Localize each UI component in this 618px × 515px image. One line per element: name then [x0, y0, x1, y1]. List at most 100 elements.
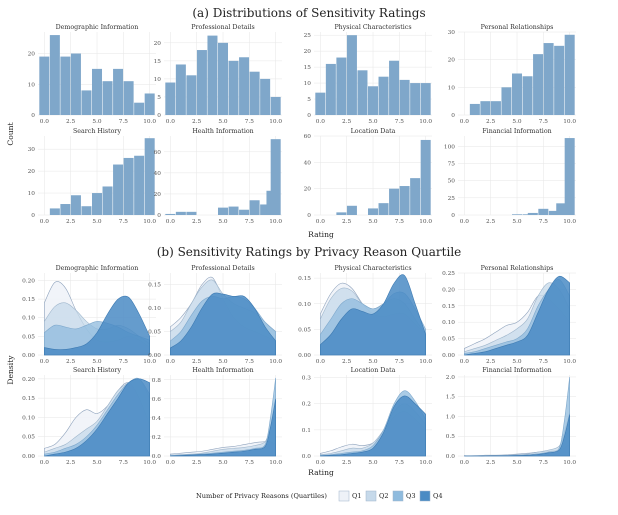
hist-personal-relationships-ytick: 20 [448, 58, 456, 64]
density-professional-details-area-q4 [170, 292, 276, 356]
hist-search-history-xtick: 7.5 [119, 219, 129, 225]
density-financial-information-ytick: 2.0 [446, 375, 456, 381]
hist-location-data-title: Location Data [351, 128, 396, 135]
hist-location-data-ytick: 20 [304, 187, 312, 193]
hist-professional-details-title: Professional Details [191, 24, 255, 31]
hist-professional-details-bar [217, 42, 229, 115]
hist-financial-information-ytick: 75 [448, 161, 456, 167]
density-search-history-xtick: 7.5 [119, 460, 129, 466]
density-physical-characteristics-area-q4 [320, 274, 426, 356]
density-financial-information-title: Financial Information [482, 367, 551, 374]
density-demographic-information-ytick: 0.10 [22, 316, 35, 322]
hist-search-history-xtick: 5.0 [92, 219, 102, 225]
density-financial-information: Financial Information 0.0 0.5 1.0 1.5 2.0 0.0 2… [446, 367, 577, 466]
hist-demographic-information-bar [70, 53, 81, 115]
density-professional-details-xtick: 2.5 [192, 359, 202, 365]
hist-demographic-information: Demographic Information 0 10 20 0.0 2.5 5.0 7.5… [28, 24, 157, 125]
hist-demographic-information-title: Demographic Information [56, 24, 139, 31]
density-location-data-ytick: 0.0 [302, 454, 312, 460]
hist-location-data-bar [389, 188, 400, 215]
hist-physical-characteristics-bar [367, 86, 379, 115]
hist-physical-characteristics-bar [315, 92, 326, 115]
density-personal-relationships-ytick: 0.00 [442, 353, 455, 359]
hist-health-information-ytick: 20 [154, 192, 162, 198]
hist-professional-details-xtick: 2.5 [192, 119, 202, 125]
hist-location-data-xtick: 10.0 [419, 219, 432, 225]
density-financial-information-ytick: 1.0 [446, 414, 456, 420]
hist-location-data-bar [378, 203, 389, 215]
hist-personal-relationships-xtick: 10.0 [563, 119, 576, 125]
section-a-panels: Demographic Information 0 10 20 0.0 2.5 5.0 7.5… [28, 24, 577, 225]
hist-physical-characteristics-bar [399, 79, 410, 115]
hist-location-data-xtick: 2.5 [342, 219, 352, 225]
density-location-data-ytick: 0.1 [302, 428, 311, 434]
hist-personal-relationships-bar [501, 87, 512, 115]
density-professional-details-xtick: 7.5 [245, 359, 255, 365]
density-demographic-information-ytick: 0.00 [22, 353, 35, 359]
density-demographic-information-xtick: 2.5 [66, 359, 76, 365]
hist-professional-details-ytick: 20 [154, 41, 162, 47]
hist-financial-information-bar [556, 203, 567, 215]
density-search-history-xtick: 5.0 [92, 460, 102, 466]
density-health-information-xtick: 0.0 [166, 460, 176, 466]
hist-search-history-title: Search History [73, 128, 121, 135]
hist-physical-characteristics-ytick: 25 [304, 33, 312, 39]
density-personal-relationships-area-q4 [464, 275, 570, 356]
hist-professional-details-bar [165, 82, 176, 115]
hist-health-information: Health Information 0 20 40 60 0.0 2.5 5.0 7.5 10.… [154, 128, 283, 225]
hist-financial-information: Financial Information 0 25 50 75 100 0.0 2.5 5.0… [444, 128, 577, 225]
section-a-ylabel: Count [6, 122, 15, 145]
hist-professional-details-ytick: 5 [157, 95, 161, 101]
hist-financial-information-title: Financial Information [482, 128, 551, 135]
hist-financial-information-xtick: 0.0 [460, 219, 470, 225]
hist-location-data-bar [420, 139, 431, 215]
hist-personal-relationships-ytick: 0 [451, 113, 455, 119]
density-demographic-information-xtick: 10.0 [143, 359, 156, 365]
hist-physical-characteristics: Physical Characteristics 0 5 10 15 20 25 0.0 2.5… [304, 24, 433, 125]
hist-search-history-xtick: 0.0 [40, 219, 50, 225]
legend-label-q1: Q1 [352, 492, 362, 500]
density-physical-characteristics-ytick: 0.05 [298, 327, 311, 333]
density-demographic-information-xtick: 5.0 [92, 359, 102, 365]
density-search-history-xtick: 10.0 [143, 460, 156, 466]
hist-search-history-bar [49, 208, 60, 215]
density-physical-characteristics-ytick: 0.15 [298, 276, 311, 282]
hist-search-history-bar [134, 155, 145, 215]
density-personal-relationships-ytick: 0.05 [442, 337, 455, 343]
hist-financial-information-xtick: 10.0 [563, 219, 576, 225]
hist-personal-relationships-ytick: 30 [448, 30, 456, 36]
hist-physical-characteristics-xtick: 2.5 [342, 119, 352, 125]
hist-personal-relationships-bar [469, 103, 480, 115]
hist-location-data-ytick: 60 [304, 134, 312, 140]
hist-personal-relationships-xtick: 2.5 [486, 119, 496, 125]
hist-location-data-bar [346, 205, 357, 215]
hist-financial-information-bar [548, 210, 559, 215]
hist-location-data-bar [336, 212, 347, 215]
hist-search-history-bar [144, 138, 155, 215]
hist-financial-information-ytick: 0 [451, 213, 455, 219]
hist-search-history-bar [60, 204, 71, 215]
density-professional-details: Professional Details 0.00 0.05 0.10 0.15 0.0 2… [148, 265, 282, 365]
density-financial-information-ytick: 1.5 [446, 395, 456, 401]
density-personal-relationships-xtick: 0.0 [460, 359, 470, 365]
hist-demographic-information-bar [144, 93, 155, 115]
density-financial-information-xtick: 5.0 [512, 460, 522, 466]
hist-professional-details-bar [260, 78, 271, 115]
hist-health-information-xtick: 0.0 [166, 219, 176, 225]
hist-health-information-bar [165, 213, 176, 215]
density-health-information-title: Health Information [192, 367, 253, 374]
hist-professional-details-bar [228, 60, 239, 115]
density-search-history-ytick: 0.15 [22, 396, 35, 402]
hist-personal-relationships-bar [543, 43, 554, 115]
hist-physical-characteristics-bar [410, 83, 421, 115]
density-personal-relationships-xtick: 10.0 [563, 359, 576, 365]
hist-demographic-information-bar [134, 102, 145, 115]
hist-demographic-information-xtick: 5.0 [92, 119, 102, 125]
section-b-panels: Demographic Information 0.00 0.05 0.10 0.15 0… [22, 265, 576, 466]
hist-physical-characteristics-xtick: 5.0 [368, 119, 378, 125]
hist-search-history-bar [113, 164, 124, 215]
hist-physical-characteristics-bar [389, 60, 400, 115]
hist-location-data: Location Data 0 20 40 60 0.0 2.5 5.0 7.5 10.0 [304, 128, 433, 225]
density-search-history-area-q4 [44, 378, 150, 457]
density-demographic-information-area-q4 [44, 295, 150, 356]
